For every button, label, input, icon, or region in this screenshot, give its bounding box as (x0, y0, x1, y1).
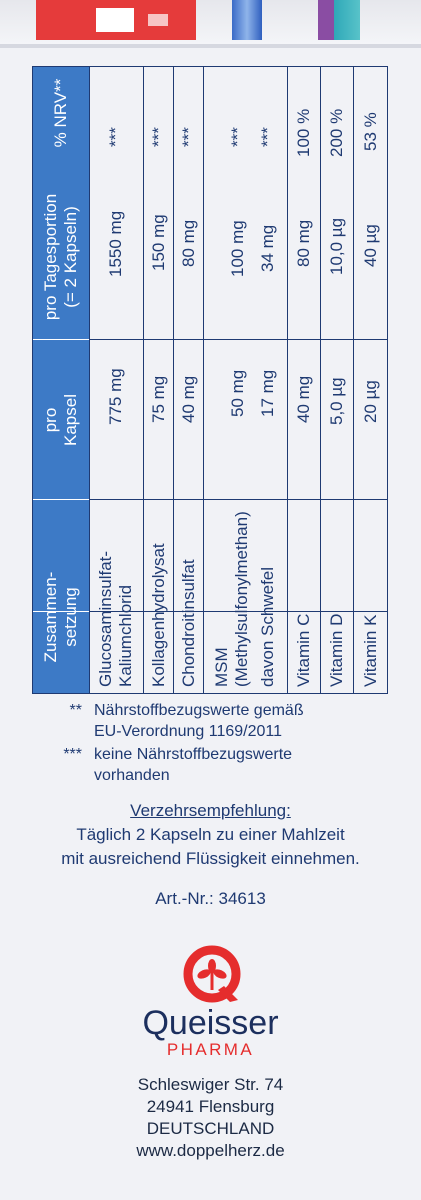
row-nrv: *** (228, 127, 247, 147)
row-day: 80 mg (179, 219, 198, 267)
row-day: 40 µg (361, 224, 380, 267)
table-row-vitamin-d: Vitamin D 5,0 µg 10,0 µg 200 % (321, 67, 354, 693)
row-name: Glucosaminsulfat- Kaliumchlorid (96, 550, 135, 687)
website-link[interactable]: www.doppelherz.de (136, 1141, 285, 1160)
footnote-nrv: ** Nährstoffbezugswerte gemäß EU-Verordn… (44, 700, 404, 742)
table-row-glucosamin: Glucosaminsulfat- Kaliumchlorid 775 mg 1… (90, 67, 144, 693)
footnote-text: Nährstoffbezugswerte gemäß EU-Verordnung… (94, 702, 304, 740)
article-number: Art.-Nr.: 34613 (155, 889, 266, 908)
package-flap-red (36, 0, 196, 40)
row-day: 10,0 µg (327, 217, 346, 275)
header-nrv: % NRV** (51, 78, 70, 148)
row-name: Vitamin K (361, 614, 380, 687)
header-composition: Zusammen- setzung (41, 571, 80, 663)
row-subname: davon Schwefel (258, 566, 277, 687)
header-per-day: pro Tagesportion (= 2 Kapseln) (41, 193, 80, 321)
row-nrv: 100 % (294, 108, 313, 157)
header-per-capsule: pro Kapsel (41, 394, 80, 446)
recommendation-line1: Täglich 2 Kapseln zu einer Mahlzeit (76, 825, 345, 844)
nutrition-table: Zusammen- setzung pro Kapsel pro Tagespo… (32, 66, 388, 694)
table-row-msm: MSM (Methylsulfonylmethan) 50 mg 100 mg … (204, 67, 288, 693)
footnotes: ** Nährstoffbezugswerte gemäß EU-Verordn… (44, 700, 404, 786)
row-nrv: *** (179, 127, 198, 147)
row-capsule: 40 mg (294, 375, 313, 423)
row-name: Vitamin D (327, 613, 346, 687)
footnote-mark: ** (69, 702, 82, 719)
package-flap-blue (232, 0, 262, 40)
table-row-vitamin-c: Vitamin C 40 mg 80 mg 100 % (288, 67, 321, 693)
row-nrv: 53 % (361, 112, 380, 151)
recommendation-title: Verzehrsempfehlung: (130, 801, 291, 820)
row-name: Chondroitinsulfat (179, 559, 198, 687)
row-capsule: 75 mg (149, 375, 168, 423)
table-row-kollagen: Kollagenhydrolysat 75 mg 150 mg *** (144, 67, 174, 693)
row-name: Vitamin C (294, 613, 313, 687)
row-name: MSM (Methylsulfonylmethan) (212, 511, 251, 687)
brand-sub: PHARMA (166, 1040, 255, 1059)
address-country: DEUTSCHLAND (146, 1119, 275, 1138)
package-flap-purple (318, 0, 334, 40)
footnote-none: *** keine Nährstoffbezugswerte vorhanden (44, 744, 404, 786)
package-top-band (0, 0, 421, 44)
row-capsule: 20 µg (361, 380, 380, 423)
table-row-chondroitin: Chondroitinsulfat 40 mg 80 mg *** (174, 67, 204, 693)
footnote-mark: *** (63, 746, 82, 763)
recommendation-line2: mit ausreichend Flüssigkeit einnehmen. (61, 849, 360, 868)
table-header-column: Zusammen- setzung pro Kapsel pro Tagespo… (33, 67, 90, 693)
address-street: Schleswiger Str. 74 (137, 1075, 284, 1094)
footnote-text: keine Nährstoffbezugswerte vorhanden (94, 746, 293, 784)
row-subday: 34 mg (258, 224, 277, 272)
package-edge (0, 44, 421, 48)
package-flap-teal (334, 0, 360, 40)
row-name: Kollagenhydrolysat (149, 543, 168, 687)
row-capsule: 775 mg (106, 368, 125, 425)
brand-name: Queisser (142, 1004, 279, 1042)
row-nrv: *** (149, 127, 168, 147)
row-day: 100 mg (228, 220, 247, 277)
row-nrv: *** (106, 127, 125, 147)
queisser-logo-icon (183, 945, 241, 1003)
row-nrv: 200 % (327, 108, 346, 157)
row-capsule: 50 mg (228, 369, 247, 417)
table-row-vitamin-k: Vitamin K 20 µg 40 µg 53 % (354, 67, 387, 693)
row-capsule: 40 mg (179, 375, 198, 423)
row-day: 150 mg (149, 214, 168, 271)
row-day: 80 mg (294, 219, 313, 267)
row-subcapsule: 17 mg (258, 369, 277, 417)
row-day: 1550 mg (106, 210, 125, 277)
address-city: 24941 Flensburg (146, 1097, 275, 1116)
row-capsule: 5,0 µg (327, 377, 346, 425)
row-subnrv: *** (258, 127, 277, 147)
